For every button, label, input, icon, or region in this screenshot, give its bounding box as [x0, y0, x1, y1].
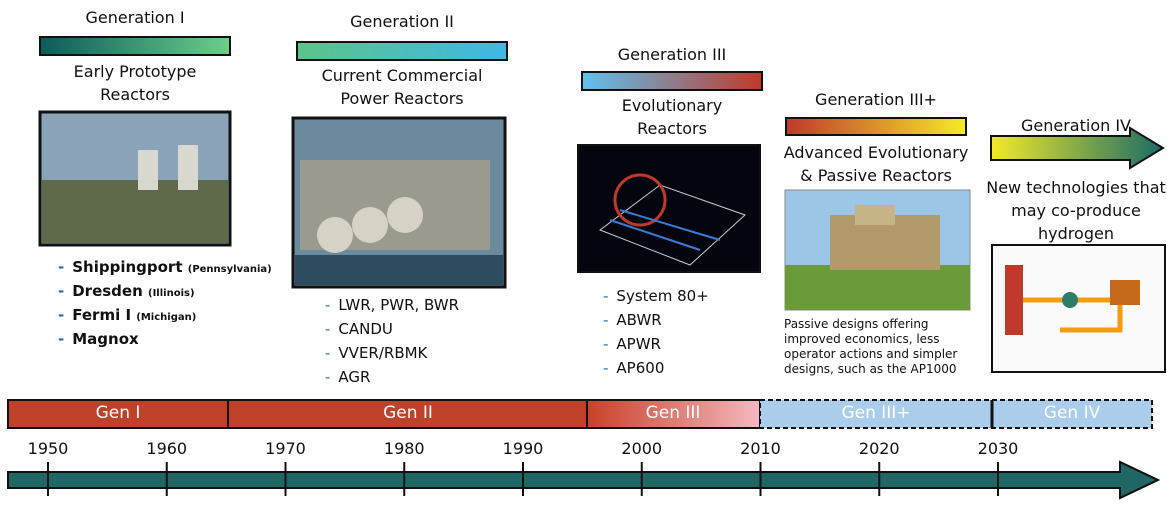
- year-label: 1950: [28, 439, 69, 458]
- description: Passive designs offering: [784, 317, 929, 332]
- item-name: CANDU: [338, 320, 393, 338]
- item: -System 80+: [603, 287, 709, 305]
- gen-title: Generation IV: [1021, 116, 1131, 135]
- gen-subtitle: Evolutionary: [622, 96, 722, 115]
- bullet: -: [603, 335, 608, 353]
- item-name: LWR, PWR, BWR: [338, 296, 459, 314]
- item-name: APWR: [616, 335, 661, 353]
- gen-bar: [297, 42, 507, 60]
- description: designs, such as the AP1000: [784, 362, 956, 377]
- description: operator actions and simpler: [784, 347, 957, 362]
- description: improved economics, less: [784, 332, 940, 347]
- item-note: (Illinois): [148, 288, 195, 299]
- item-note: (Michigan): [136, 312, 196, 323]
- gen-title: Generation III+: [815, 90, 937, 109]
- gen-subtitle: & Passive Reactors: [800, 166, 952, 185]
- gen-bar: [582, 72, 762, 90]
- bullet: -: [325, 320, 330, 338]
- bullet: -: [58, 258, 64, 276]
- year-label: 1970: [265, 439, 306, 458]
- item: -Dresden (Illinois): [58, 282, 195, 300]
- photo: [785, 190, 970, 310]
- bullet: -: [603, 359, 608, 377]
- page: Generation IEarly PrototypeReactors-Ship…: [0, 0, 1167, 529]
- era-label: Gen II: [383, 403, 433, 423]
- year-label: 2030: [978, 439, 1019, 458]
- item: -CANDU: [325, 320, 393, 338]
- bullet: -: [325, 296, 330, 314]
- item: -Fermi I (Michigan): [58, 306, 196, 324]
- bullet: -: [603, 311, 608, 329]
- year-label: 1990: [503, 439, 544, 458]
- gen-subtitle: Early Prototype: [74, 62, 197, 81]
- bullet: -: [325, 344, 330, 362]
- gen-subtitle: Advanced Evolutionary: [784, 143, 969, 162]
- item-name: ABWR: [616, 311, 661, 329]
- item: -VVER/RBMK: [325, 344, 427, 362]
- item-note: (Pennsylvania): [188, 264, 272, 275]
- era-label: Gen I: [96, 403, 141, 423]
- year-label: 1960: [146, 439, 187, 458]
- item: -AGR: [325, 368, 370, 386]
- bullet: -: [58, 282, 64, 300]
- gen-subtitle: New technologies that: [986, 178, 1166, 197]
- item-name: Shippingport: [72, 258, 182, 276]
- gen-subtitle: may co-produce: [1011, 201, 1141, 220]
- year-label: 2010: [740, 439, 781, 458]
- bullet: -: [58, 330, 64, 348]
- era-label: Gen III+: [841, 403, 910, 423]
- gen-subtitle: Reactors: [637, 119, 707, 138]
- item: -APWR: [603, 335, 661, 353]
- item-name: Fermi I: [72, 306, 131, 324]
- item: -ABWR: [603, 311, 662, 329]
- photo: [578, 145, 760, 272]
- gen-bar: [40, 37, 230, 55]
- year-label: 2000: [621, 439, 662, 458]
- year-label: 1980: [384, 439, 425, 458]
- gen-subtitle: Power Reactors: [340, 89, 463, 108]
- photo: [293, 118, 505, 287]
- era-label: Gen IV: [1044, 403, 1100, 423]
- time-axis: [8, 462, 1158, 498]
- item: -LWR, PWR, BWR: [325, 296, 459, 314]
- item: -Magnox: [58, 330, 139, 348]
- item-name: Dresden: [72, 282, 143, 300]
- item-name: AGR: [338, 368, 370, 386]
- item-name: AP600: [616, 359, 664, 377]
- photo: [992, 245, 1165, 372]
- era-label: Gen III: [646, 403, 701, 423]
- year-label: 2020: [859, 439, 900, 458]
- item: -AP600: [603, 359, 664, 377]
- gen-bar: [786, 118, 966, 135]
- item-name: System 80+: [616, 287, 708, 305]
- item-name: Magnox: [72, 330, 138, 348]
- gen-title: Generation I: [85, 8, 184, 27]
- item: -Shippingport (Pennsylvania): [58, 258, 272, 276]
- bullet: -: [58, 306, 64, 324]
- bullet: -: [603, 287, 608, 305]
- gen-title: Generation II: [350, 12, 454, 31]
- gen-subtitle: Current Commercial: [322, 66, 483, 85]
- photo: [40, 112, 230, 245]
- gen-subtitle: hydrogen: [1038, 224, 1114, 243]
- gen-title: Generation III: [618, 45, 727, 64]
- item-name: VVER/RBMK: [338, 344, 427, 362]
- bullet: -: [325, 368, 330, 386]
- gen-subtitle: Reactors: [100, 85, 170, 104]
